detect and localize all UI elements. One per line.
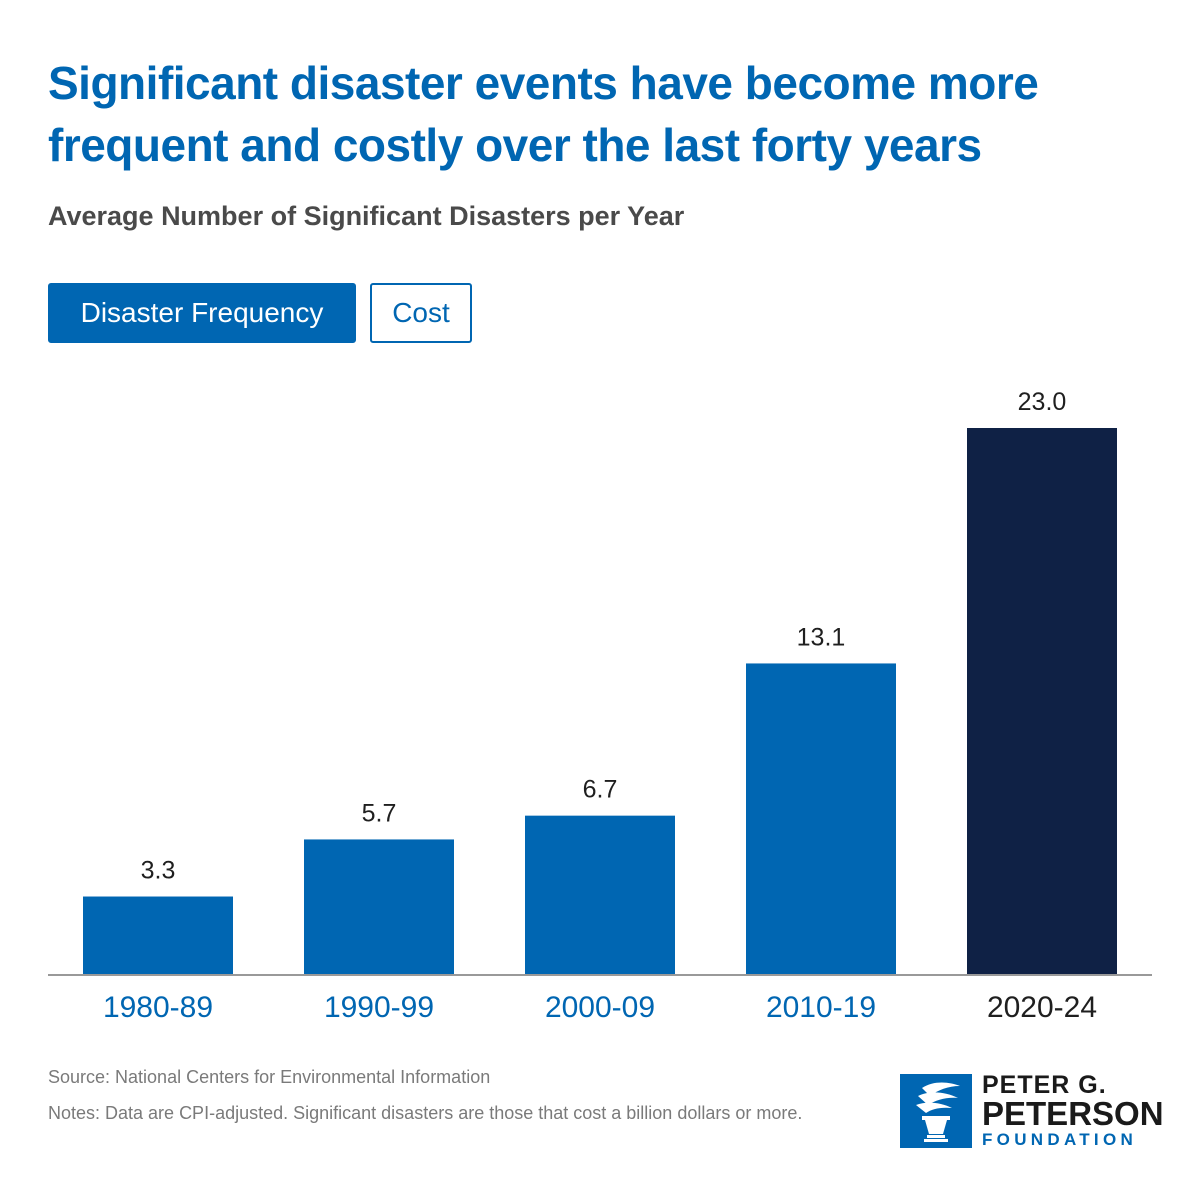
data-label-1990-99: 5.7 (362, 799, 397, 827)
logo-line-peterson: PETERSON (982, 1095, 1164, 1132)
cost-toggle-button[interactable]: Cost (370, 283, 472, 343)
chart-subtitle: Average Number of Significant Disasters … (48, 201, 685, 231)
logo-line-foundation: FOUNDATION (982, 1130, 1138, 1149)
data-label-2000-09: 6.7 (583, 776, 618, 804)
peterson-foundation-logo: PETER G. PETERSON FOUNDATION (900, 1072, 1164, 1149)
x-tick-label-1990-99: 1990-99 (324, 991, 434, 1024)
notes-text: Notes: Data are CPI-adjusted. Significan… (48, 1103, 803, 1123)
data-label-1980-89: 3.3 (141, 857, 176, 885)
logo-wordmark: PETER G. PETERSON FOUNDATION (982, 1072, 1164, 1150)
bar-2010-19 (746, 663, 896, 975)
x-tick-label-2000-09: 2000-09 (545, 991, 655, 1024)
bar-2020-24 (967, 428, 1117, 975)
chart-title: Significant disaster events have become … (48, 57, 1039, 171)
data-label-2010-19: 13.1 (797, 623, 846, 651)
bar-chart: 3.3 1980-89 5.7 1990-99 6.7 2000-09 13.1 2010-1… (48, 388, 1152, 1024)
bar-1980-89 (83, 896, 233, 975)
bar-2000-09 (525, 815, 675, 975)
bar-1990-99 (304, 839, 454, 975)
x-tick-label-1980-89: 1980-89 (103, 991, 213, 1024)
source-note: Source: National Centers for Environment… (48, 1067, 491, 1087)
disaster-frequency-toggle-button[interactable]: Disaster Frequency (48, 283, 356, 343)
torch-icon (900, 1074, 972, 1148)
x-tick-label-2010-19: 2010-19 (766, 991, 876, 1024)
x-tick-label-2020-24: 2020-24 (987, 991, 1097, 1024)
data-label-2020-24: 23.0 (1018, 388, 1067, 416)
logo-line-peter: PETER G. (982, 1071, 1107, 1099)
